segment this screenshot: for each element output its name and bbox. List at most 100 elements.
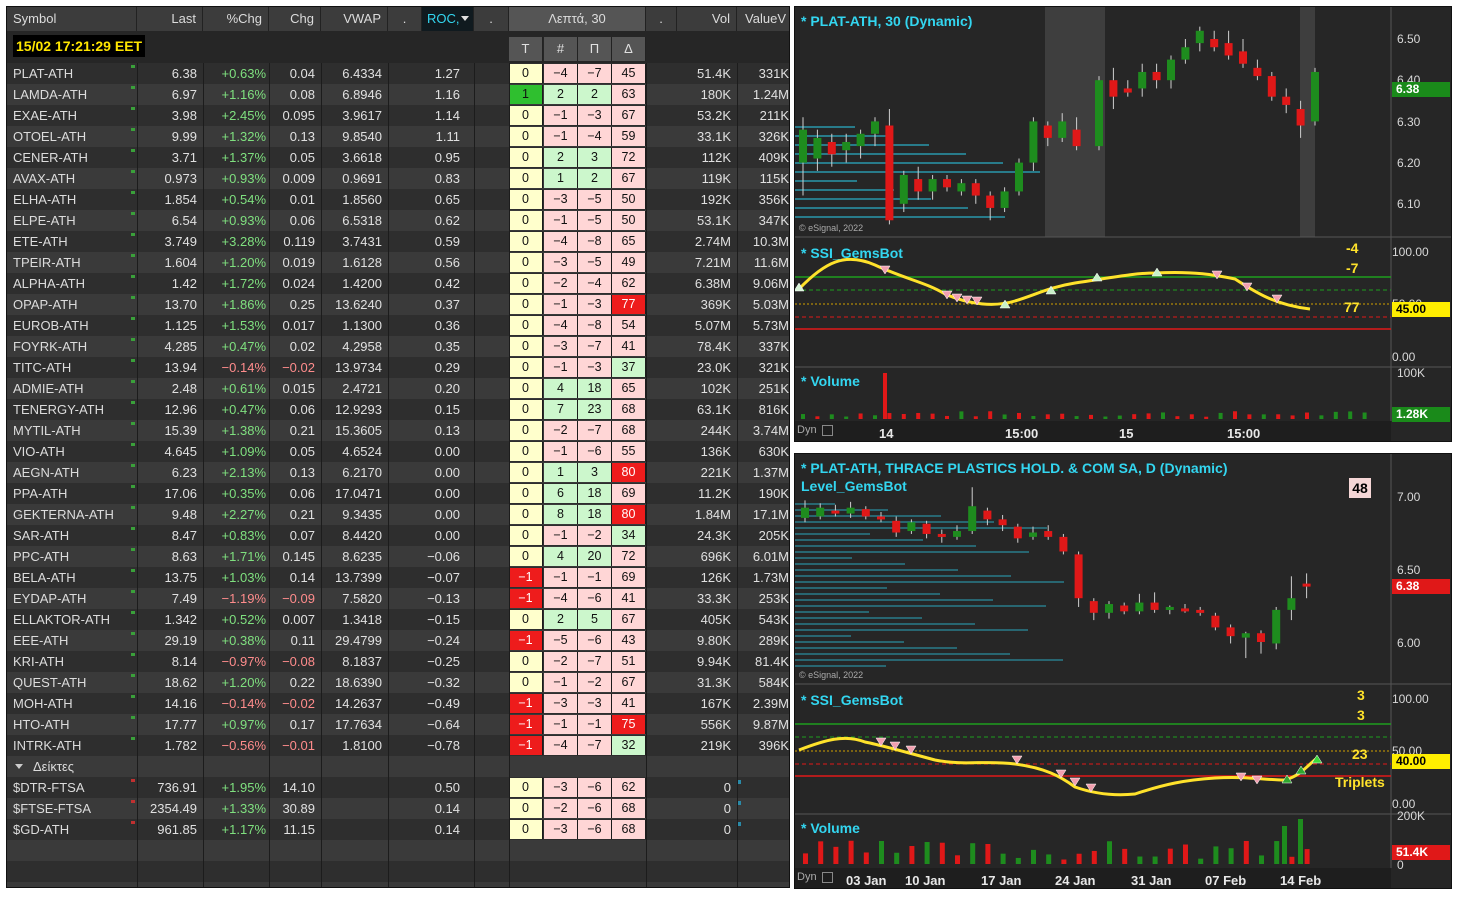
candle-body bbox=[922, 523, 931, 534]
col-header-dot-3[interactable]: . bbox=[646, 7, 677, 31]
volume-bar bbox=[1137, 856, 1143, 864]
candle-body bbox=[986, 195, 995, 208]
table-row[interactable]: ELLAKTOR-ATH 1.342 +0.52% 0.007 1.3418 −0.15 0… bbox=[7, 609, 789, 630]
volume-bar bbox=[1167, 848, 1173, 864]
index-row[interactable]: $DTR-FTSA 736.91 +1.95% 14.10 0.50 0 −3 −6 62 0 bbox=[7, 777, 789, 798]
daily-chart-panel[interactable]: * PLAT-ATH, THRACE PLASTICS HOLD. & COM … bbox=[794, 453, 1452, 889]
last-cell: 9.48 bbox=[171, 507, 197, 522]
roc-cell: 0.35 bbox=[434, 339, 460, 354]
value-cell: 1.24M bbox=[752, 87, 789, 102]
flag-icon bbox=[131, 128, 135, 131]
table-row[interactable]: CENER-ATH 3.71 +1.37% 0.05 3.6618 0.95 0 2 3 72 11… bbox=[7, 147, 789, 168]
grid-cell-p: −6 bbox=[578, 589, 612, 608]
table-row[interactable]: EXAE-ATH 3.98 +2.45% 0.095 3.9617 1.14 0 −1 −3 67… bbox=[7, 105, 789, 126]
grid-cell-p: −6 bbox=[578, 820, 612, 839]
table-row[interactable]: PLAT-ATH 6.38 +0.63% 0.04 6.4334 1.27 0 −4 −7 45 5… bbox=[7, 63, 789, 84]
table-row[interactable]: PPA-ATH 17.06 +0.35% 0.06 17.0471 0.00 0 6 18 69 1… bbox=[7, 483, 789, 504]
table-row[interactable]: ELPE-ATH 6.54 +0.93% 0.06 6.5318 0.62 0 −1 −5 50 5… bbox=[7, 210, 789, 231]
flag-icon bbox=[131, 254, 135, 257]
col-header-dot-2[interactable]: . bbox=[474, 7, 509, 31]
table-row[interactable]: FOYRK-ATH 4.285 +0.47% 0.02 4.2958 0.35 0 −3 −7 4… bbox=[7, 336, 789, 357]
flag-icon bbox=[131, 233, 135, 236]
table-row[interactable]: SAR-ATH 8.47 +0.83% 0.07 8.4420 0.00 0 −1 −2 34 24… bbox=[7, 525, 789, 546]
table-row[interactable]: PPC-ATH 8.63 +1.71% 0.145 8.6235 −0.06 0 4 20 72 6… bbox=[7, 546, 789, 567]
col-header-volume[interactable]: Vol bbox=[677, 7, 737, 31]
group-header-indices[interactable]: Δείκτες bbox=[7, 756, 789, 777]
flag-icon bbox=[131, 359, 135, 362]
flag-icon bbox=[131, 464, 135, 467]
table-row[interactable]: EUROB-ATH 1.125 +1.53% 0.017 1.1300 0.36 0 −4 −8… bbox=[7, 315, 789, 336]
table-row[interactable]: ADMIE-ATH 2.48 +0.61% 0.015 2.4721 0.20 0 4 18 65… bbox=[7, 378, 789, 399]
daily-dyn-label[interactable]: Dyn bbox=[797, 871, 817, 883]
table-row[interactable]: TITC-ATH 13.94 −0.14% −0.02 13.9734 0.29 0 −1 −3… bbox=[7, 357, 789, 378]
table-row[interactable]: AVAX-ATH 0.973 +0.93% 0.009 0.9691 0.83 0 1 2 67 1… bbox=[7, 168, 789, 189]
table-row[interactable]: MYTIL-ATH 15.39 +1.38% 0.21 15.3605 0.13 0 −2 −7… bbox=[7, 420, 789, 441]
col-header-symbol[interactable]: Symbol bbox=[7, 7, 137, 31]
volume-bar bbox=[1290, 415, 1295, 419]
lock-icon[interactable] bbox=[822, 425, 833, 436]
intraday-chart-canvas[interactable] bbox=[795, 7, 1452, 442]
table-row[interactable]: TENERGY-ATH 12.96 +0.47% 0.06 12.9293 0.15 0 7 2… bbox=[7, 399, 789, 420]
symbol-cell: PPC-ATH bbox=[13, 549, 70, 564]
index-row[interactable]: $GD-ATH 961.85 +1.17% 11.15 0.14 0 −3 −6 68 0 bbox=[7, 819, 789, 840]
table-row[interactable]: OPAP-ATH 13.70 +1.86% 0.25 13.6240 0.37 0 −1 −3 7… bbox=[7, 294, 789, 315]
col-header-roc[interactable]: ROC, bbox=[422, 7, 474, 31]
intraday-chart-panel[interactable]: * PLAT-ATH, 30 (Dynamic) © eSignal, 2022… bbox=[794, 6, 1452, 442]
candle-body bbox=[842, 142, 851, 151]
table-row[interactable]: ALPHA-ATH 1.42 +1.72% 0.024 1.4200 0.42 0 −2 −4 6… bbox=[7, 273, 789, 294]
last-cell: 13.70 bbox=[164, 297, 197, 312]
volume-cell: 119K bbox=[701, 171, 731, 186]
table-row[interactable]: GEKTERNA-ATH 9.48 +2.27% 0.21 9.3435 0.00 0 8 18… bbox=[7, 504, 789, 525]
flag-icon bbox=[131, 800, 135, 803]
last-cell: 3.749 bbox=[164, 234, 197, 249]
vwap-cell: 4.2958 bbox=[342, 339, 382, 354]
grid-cell-d: 68 bbox=[612, 421, 646, 440]
table-row[interactable]: EEE-ATH 29.19 +0.38% 0.11 29.4799 −0.24 −1 −5 −6… bbox=[7, 630, 789, 651]
table-row[interactable]: ELHA-ATH 1.854 +0.54% 0.01 1.8560 0.65 0 −3 −5 50… bbox=[7, 189, 789, 210]
col-header-group-minutes[interactable]: Λεπτά, 30 bbox=[509, 7, 646, 31]
table-row[interactable]: BELA-ATH 13.75 +1.03% 0.14 13.7399 −0.07 −1 −1−… bbox=[7, 567, 789, 588]
table-row[interactable]: INTRK-ATH 1.782 −0.56% −0.01 1.8100 −0.78 −1 −4… bbox=[7, 735, 789, 756]
table-row[interactable]: EYDAP-ATH 7.49 −1.19% −0.09 7.5820 −0.13 −1 −4−… bbox=[7, 588, 789, 609]
col-header-change[interactable]: Chg bbox=[269, 7, 321, 31]
col-header-dot-1[interactable]: . bbox=[388, 7, 422, 31]
volume-cell: 5.07M bbox=[694, 318, 731, 333]
daily-chart-canvas[interactable] bbox=[795, 454, 1452, 889]
grid-cell-p: 2 bbox=[578, 85, 612, 104]
grid-cell-t: 1 bbox=[509, 85, 543, 104]
volume-cell: 51.4K bbox=[697, 66, 731, 81]
table-row[interactable]: HTO-ATH 17.77 +0.97% 0.17 17.7634 −0.64 −1 −1 −1… bbox=[7, 714, 789, 735]
candle-body bbox=[892, 520, 901, 533]
intraday-dyn-label[interactable]: Dyn bbox=[797, 424, 817, 436]
subheader-p[interactable]: Π bbox=[578, 37, 612, 61]
symbol-cell: EYDAP-ATH bbox=[13, 591, 87, 606]
col-header-value[interactable]: ValueV bbox=[737, 7, 789, 31]
column-divider bbox=[737, 63, 738, 887]
volume-bar bbox=[1103, 416, 1108, 419]
table-row[interactable]: ETE-ATH 3.749 +3.28% 0.119 3.7431 0.59 0 −4 −8 65… bbox=[7, 231, 789, 252]
subheader-n[interactable]: # bbox=[544, 37, 578, 61]
grid-cell-n: −3 bbox=[544, 337, 578, 356]
table-row[interactable]: KRI-ATH 8.14 −0.97% −0.08 8.1837 −0.25 0 −2 −7 51… bbox=[7, 651, 789, 672]
subheader-t[interactable]: Τ bbox=[509, 37, 543, 61]
flag-icon bbox=[131, 149, 135, 152]
col-header-last[interactable]: Last bbox=[137, 7, 203, 31]
symbol-cell: KRI-ATH bbox=[13, 654, 65, 669]
col-header-vwap[interactable]: VWAP bbox=[321, 7, 388, 31]
table-row[interactable]: AEGN-ATH 6.23 +2.13% 0.13 6.2170 0.00 0 1 3 80 221… bbox=[7, 462, 789, 483]
chevron-down-icon[interactable] bbox=[461, 16, 469, 21]
index-row[interactable]: $FTSE-FTSA 2354.49 +1.33% 30.89 0.14 0 −2 −6 68 0 bbox=[7, 798, 789, 819]
table-row[interactable]: QUEST-ATH 18.62 +1.20% 0.22 18.6390 −0.32 0 −1−… bbox=[7, 672, 789, 693]
table-row[interactable]: TPEIR-ATH 1.604 +1.20% 0.019 1.6128 0.56 0 −3 −5… bbox=[7, 252, 789, 273]
table-row[interactable]: OTOEL-ATH 9.99 +1.32% 0.13 9.8540 1.11 0 −1 −4 59… bbox=[7, 126, 789, 147]
subheader-d[interactable]: Δ bbox=[612, 37, 646, 61]
lock-icon[interactable] bbox=[822, 872, 833, 883]
candle-body bbox=[907, 522, 916, 532]
table-row[interactable]: MOH-ATH 14.16 −0.14% −0.02 14.2637 −0.49 −1 −3−… bbox=[7, 693, 789, 714]
col-header-pct-change[interactable]: %Chg bbox=[203, 7, 269, 31]
grid-cell-t: 0 bbox=[509, 148, 543, 167]
table-row[interactable]: VIO-ATH 4.645 +1.09% 0.05 4.6524 0.00 0 −1 −6 55 1… bbox=[7, 441, 789, 462]
candle-body bbox=[799, 129, 807, 163]
triangle-down-icon[interactable] bbox=[15, 764, 23, 769]
table-row[interactable]: LAMDA-ATH 6.97 +1.16% 0.08 6.8946 1.16 1 2 2 63 18… bbox=[7, 84, 789, 105]
